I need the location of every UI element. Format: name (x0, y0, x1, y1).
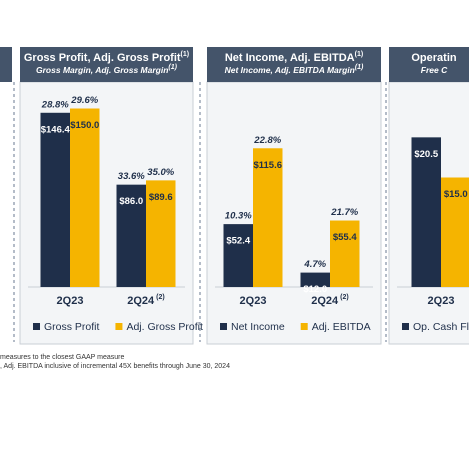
category: 2Q24 (311, 295, 339, 307)
value-label: $52.4 (226, 236, 250, 247)
panel-body (206, 81, 382, 345)
value-label: $146.4 (41, 124, 71, 135)
panel-subtitle: Gross Margin, Adj. Gross Margin(1) (36, 64, 178, 75)
bar (116, 184, 146, 287)
bar (411, 137, 441, 287)
x-tick-label: 2Q23 (57, 295, 84, 307)
bar (330, 220, 360, 287)
note: (2) (156, 294, 165, 301)
subtitle: Gross Margin, Adj. Gross Margin (36, 65, 168, 75)
value-label: $12.0 (303, 284, 327, 295)
subtitle: Net Income, Adj. EBITDA Margin (225, 65, 355, 75)
margin-label: 29.6% (70, 95, 98, 106)
margin-label: 4.7% (303, 259, 326, 270)
legend-swatch (300, 323, 308, 330)
margin-label: 35.0% (147, 167, 174, 178)
note: (1) (181, 51, 190, 58)
margin-label: 33.6% (118, 171, 145, 182)
panel-title: Operatin (411, 52, 457, 64)
legend-swatch (115, 323, 123, 330)
bar (146, 180, 176, 287)
subtitle: Free C (421, 65, 448, 75)
category: 2Q23 (57, 295, 84, 307)
left-panel-header (0, 47, 12, 82)
legend-swatch (33, 323, 40, 330)
panel-subtitle: Net Income, Adj. EBITDA Margin(1) (225, 64, 364, 75)
category: 2Q23 (428, 295, 455, 307)
x-tick-label: 2Q23 (240, 295, 267, 307)
panel-title: Net Income, Adj. EBITDA(1) (225, 51, 363, 64)
legend-label: Net Income (231, 321, 285, 333)
panel-header (389, 47, 469, 82)
panel-title: Gross Profit, Adj. Gross Profit(1) (24, 51, 189, 64)
note: (2) (340, 294, 349, 301)
value-label: $15.0 (444, 189, 468, 200)
margin-label: 22.8% (253, 135, 281, 146)
margin-label: 21.7% (330, 207, 358, 218)
panel-header (207, 47, 381, 82)
category: 2Q23 (240, 295, 267, 307)
bar (441, 177, 469, 287)
legend-label: Op. Cash Flo (413, 321, 469, 333)
value-label: $55.4 (333, 232, 357, 243)
panel-header (20, 47, 193, 82)
category: 2Q24 (127, 295, 155, 307)
bar (300, 272, 330, 287)
legend-label: Adj. Gross Profit (126, 321, 203, 333)
margin-label: 10.3% (225, 211, 252, 222)
note: (1) (355, 64, 364, 71)
legend-swatch (402, 323, 409, 330)
footnote: measures to the closest GAAP measure (0, 354, 124, 361)
x-tick-label: 2Q23 (428, 295, 455, 307)
bar (223, 224, 253, 287)
value-label: $20.5 (414, 149, 438, 160)
bar (253, 148, 283, 287)
x-tick-label: 2Q24 (2) (311, 294, 348, 307)
footnote: , Adj. EBITDA inclusive of incremental 4… (0, 363, 230, 370)
x-tick-label: 2Q24 (2) (127, 294, 164, 307)
panel-subtitle: Free C (421, 65, 448, 75)
legend-swatch (220, 323, 227, 330)
legend-label: Gross Profit (44, 321, 100, 333)
legend-label: Adj. EBITDA (312, 321, 371, 333)
bar (40, 112, 70, 287)
value-label: $115.6 (253, 160, 282, 171)
note: (1) (168, 64, 177, 71)
note: (1) (355, 51, 364, 58)
title: Gross Profit, Adj. Gross Profit (24, 52, 181, 64)
value-label: $89.6 (149, 192, 173, 203)
value-label: $150.0 (70, 120, 99, 131)
title: Operatin (411, 52, 457, 64)
bar (70, 108, 100, 287)
value-label: $86.0 (119, 196, 143, 207)
title: Net Income, Adj. EBITDA (225, 52, 355, 64)
margin-label: 28.8% (41, 99, 69, 110)
